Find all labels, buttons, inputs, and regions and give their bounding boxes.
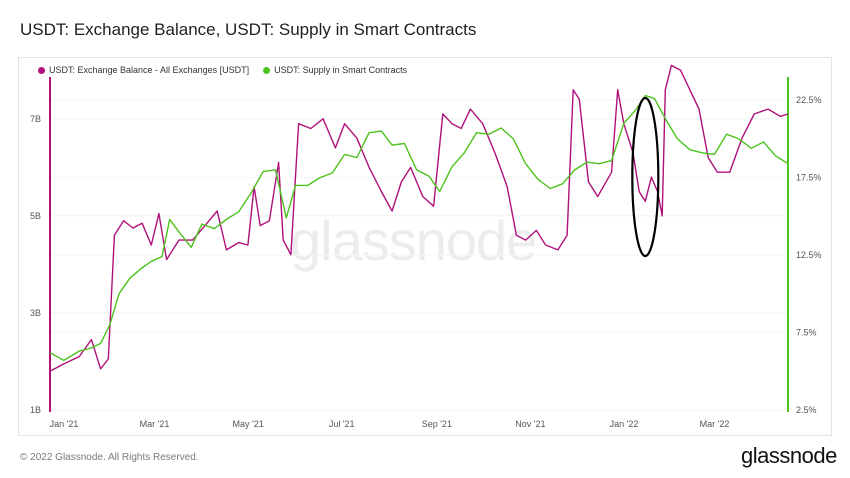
supply-smart-contracts-line	[49, 94, 789, 362]
x-tick-label: Jan '21	[50, 419, 79, 429]
glassnode-logo: glassnode	[741, 443, 837, 468]
legend-label-exchange-balance: USDT: Exchange Balance - All Exchanges […	[49, 65, 250, 75]
x-tick-label: Mar '22	[700, 419, 730, 429]
y-left-tick-label: 1B	[30, 405, 41, 415]
annotation-ellipse	[631, 96, 660, 258]
chart-panel	[18, 57, 832, 436]
legend-item-exchange-balance[interactable]: USDT: Exchange Balance - All Exchanges […	[38, 65, 249, 75]
chart-legend: USDT: Exchange Balance - All Exchanges […	[38, 65, 407, 75]
chart-title: USDT: Exchange Balance, USDT: Supply in …	[20, 20, 477, 39]
x-tick-label: Mar '21	[140, 419, 170, 429]
x-tick-label: Sep '21	[422, 419, 452, 429]
x-tick-label: Jul '21	[329, 419, 355, 429]
y-left-tick-label: 7B	[30, 114, 41, 124]
legend-label-supply-smart-contracts: USDT: Supply in Smart Contracts	[274, 65, 408, 75]
y-left-tick-label: 3B	[30, 308, 41, 318]
legend-item-supply-smart-contracts[interactable]: USDT: Supply in Smart Contracts	[263, 65, 407, 75]
y-right-tick-label: 12.5%	[796, 250, 822, 260]
y-left-tick-label: 5B	[30, 211, 41, 221]
y-right-tick-label: 22.5%	[796, 95, 822, 105]
y-right-tick-label: 2.5%	[796, 405, 817, 415]
legend-swatch-magenta	[38, 66, 45, 74]
copyright-footer: © 2022 Glassnode. All Rights Reserved.	[20, 452, 199, 463]
exchange-balance-line	[49, 64, 789, 372]
glassnode-watermark: glassnode	[290, 209, 537, 272]
x-tick-label: May '21	[232, 419, 263, 429]
legend-swatch-green	[263, 66, 271, 74]
y-right-tick-label: 17.5%	[796, 173, 822, 183]
y-right-tick-label: 7.5%	[796, 328, 817, 338]
x-tick-label: Nov '21	[515, 419, 545, 429]
x-tick-label: Jan '22	[610, 419, 639, 429]
